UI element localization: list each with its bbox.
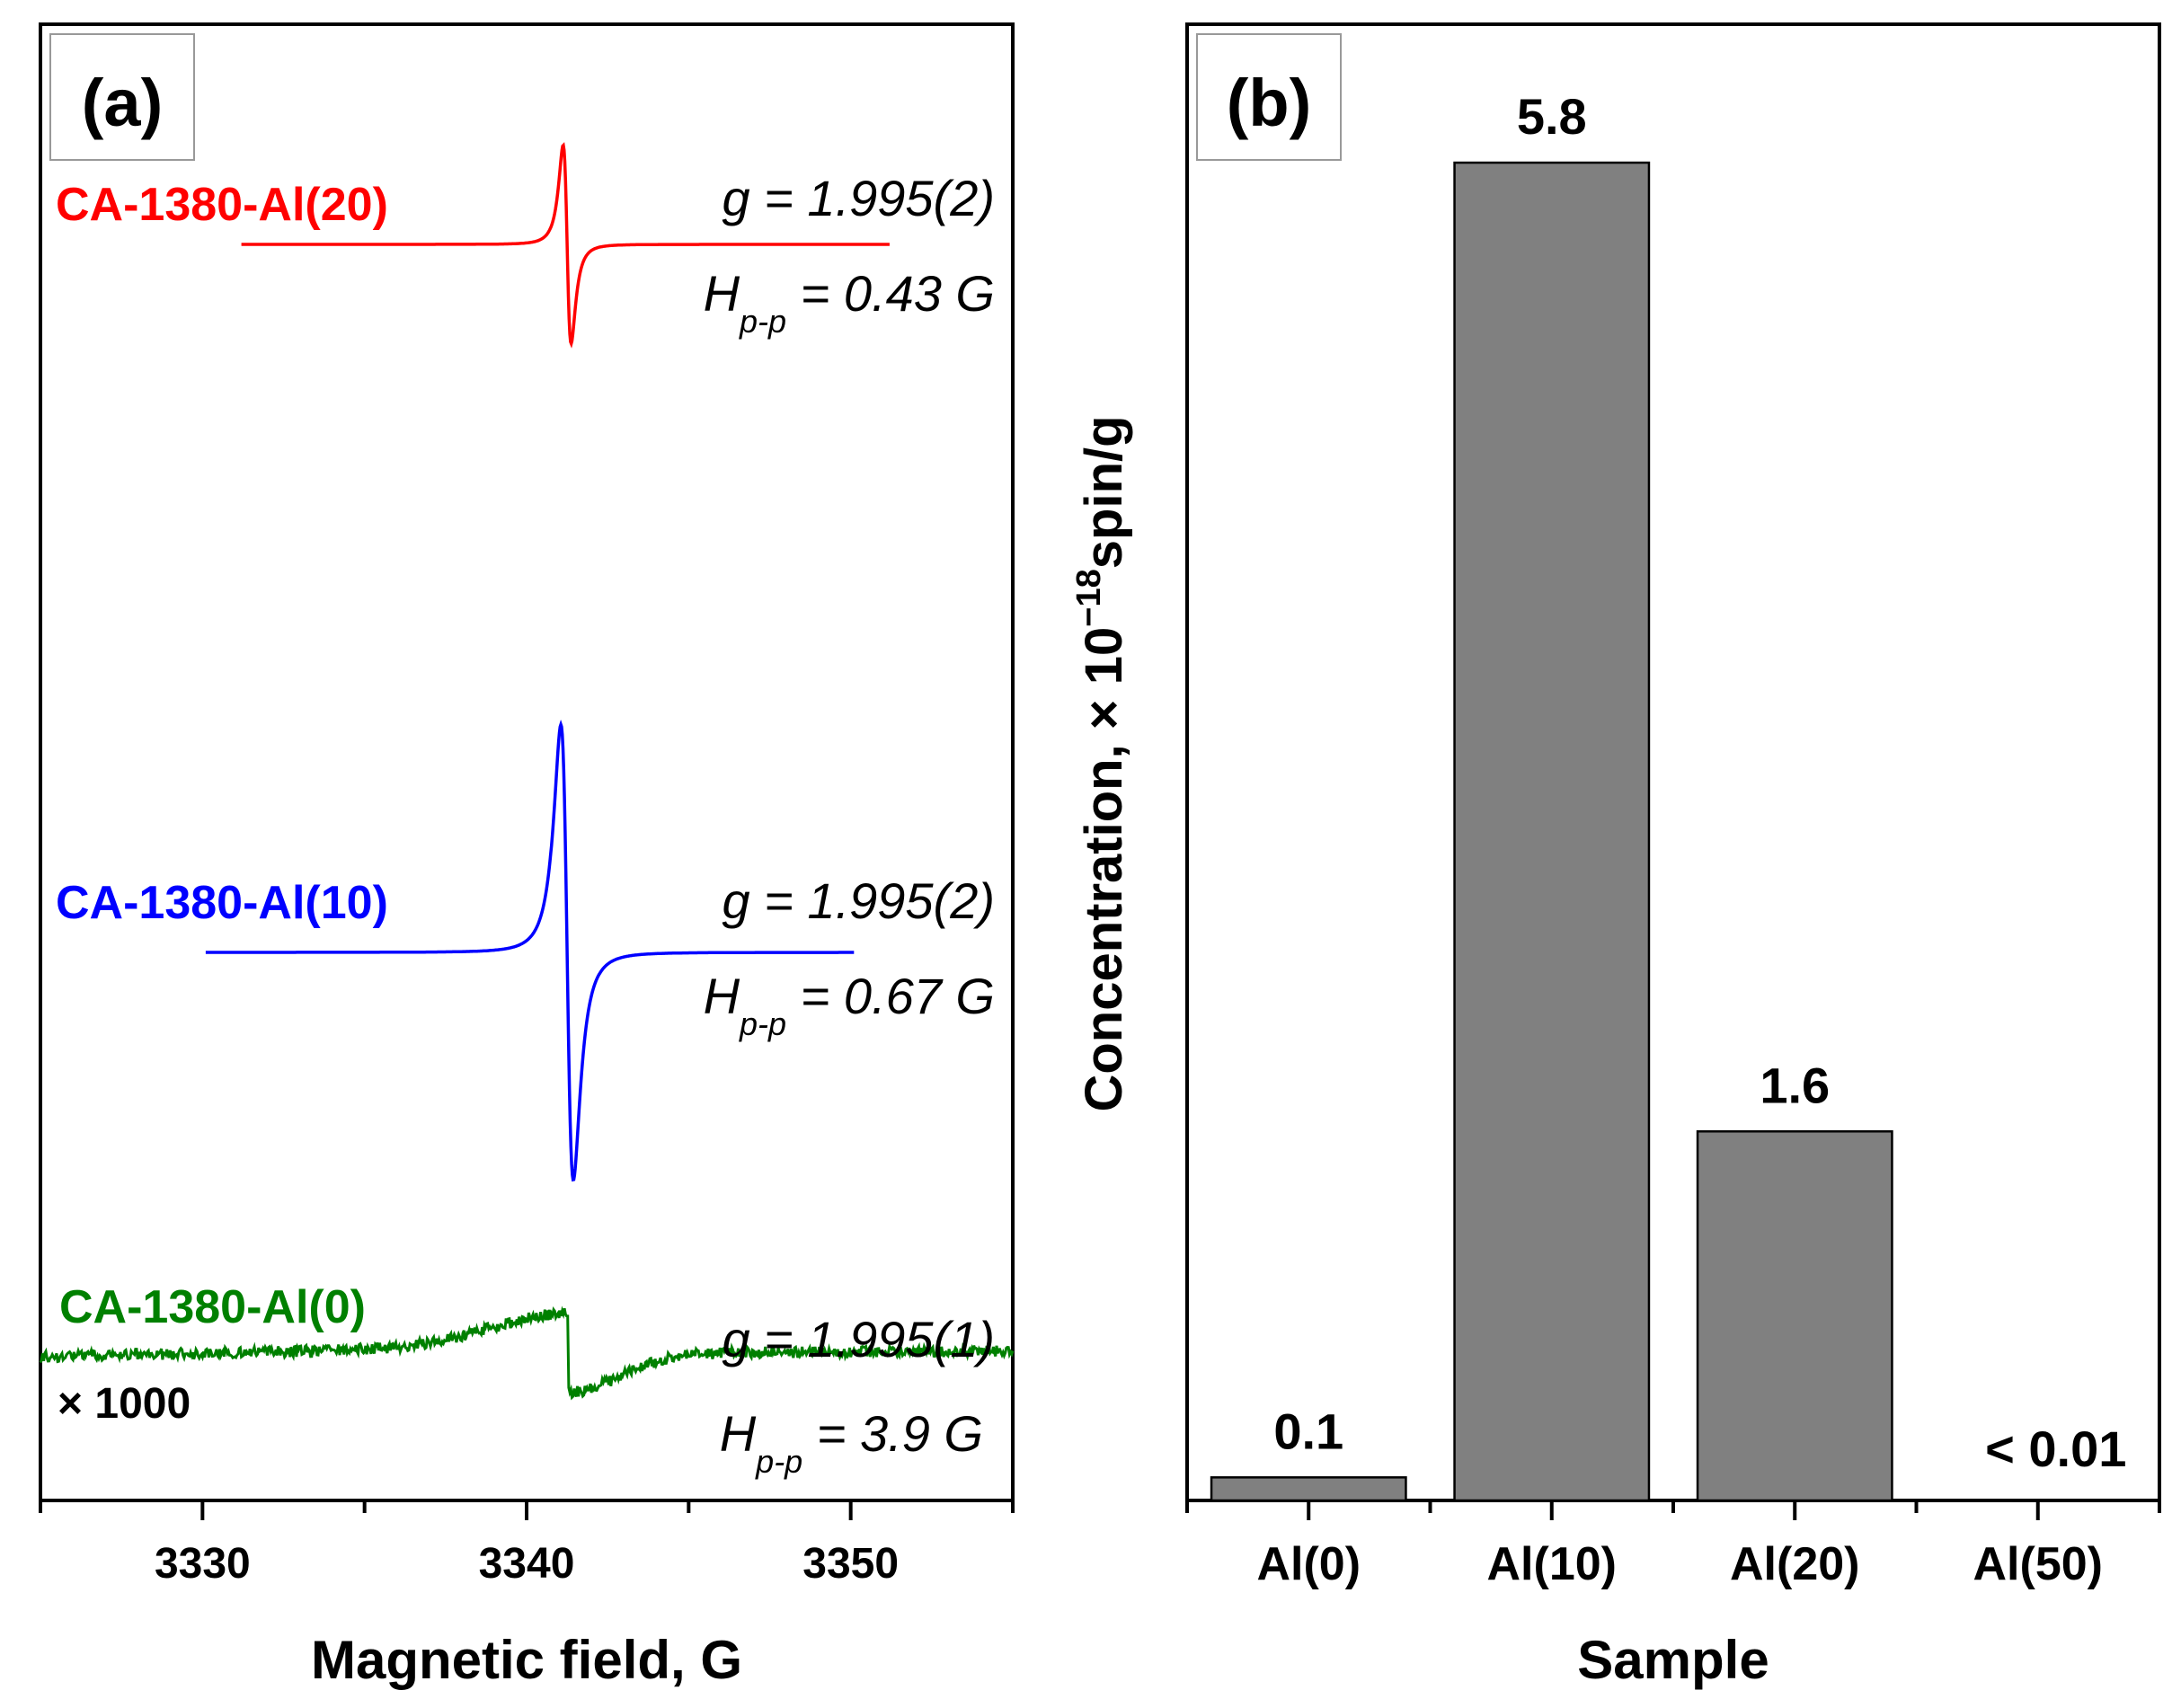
panel-b-label: (b)	[1227, 66, 1312, 140]
g-value-al10: g = 1.995(2)	[722, 872, 995, 929]
linewidth-al20: Hp-p = 0.43 G	[704, 265, 995, 340]
panel-a-label: (a)	[82, 66, 163, 140]
linewidth-al0: Hp-p = 3.9 G	[720, 1405, 983, 1480]
x-tick-label: Al(10)	[1487, 1538, 1617, 1590]
panel-b-x-axis: Al(0) Al(10) Al(20) Al(50)	[1185, 1500, 2161, 1590]
x-tick-label: 3340	[479, 1540, 575, 1588]
panel-b-x-axis-title: Sample	[1577, 1630, 1769, 1690]
panel-b-frame	[1185, 22, 2161, 1502]
spectrum-line	[241, 142, 890, 349]
x-tick-label: Al(0)	[1256, 1538, 1361, 1590]
x-tick-label: Al(50)	[1973, 1538, 2103, 1590]
bar-value-label: < 0.01	[1985, 1420, 2126, 1477]
bar-value-label: 5.8	[1517, 88, 1587, 145]
series-label-al0: CA-1380-Al(0)	[59, 1281, 366, 1333]
panel-b-label-box	[1196, 33, 1342, 161]
panel-a-epr-spectra: (a) 3330 3340 3350 CA-1380-Al(20) CA-1380-…	[39, 22, 1015, 1690]
x-tick-label: Al(20)	[1730, 1538, 1859, 1590]
bar	[1696, 1130, 1893, 1502]
panel-a-label-box	[49, 33, 195, 161]
series-label-al10: CA-1380-Al(10)	[56, 877, 388, 929]
panel-a-curves	[39, 142, 1015, 1401]
bar	[1210, 1476, 1407, 1502]
linewidth-al10: Hp-p = 0.67 G	[704, 968, 995, 1042]
panel-b-y-axis-title: Concentration, × 10−18spin/g	[1070, 415, 1133, 1111]
series-label-al20: CA-1380-Al(20)	[56, 179, 388, 231]
spectrum-line	[39, 1305, 1015, 1401]
bar-value-label: 1.6	[1760, 1057, 1830, 1113]
x-tick-label: 3330	[155, 1540, 251, 1588]
panel-a-x-axis-title: Magnetic field, G	[311, 1630, 742, 1690]
x-tick-label: 3350	[802, 1540, 899, 1588]
panel-b-spin-concentration: (b) 0.15.81.6< 0.01 Al(0) Al(10) Al(20) Al(…	[1070, 22, 2161, 1690]
scale-factor-label: × 1000	[58, 1380, 191, 1428]
bar-value-label: 0.1	[1273, 1403, 1343, 1459]
panel-b-bars: 0.1 5.8 1.6 < 0.01	[1210, 88, 2126, 1502]
spectrum-line	[205, 719, 855, 1182]
g-value-al0: g = 1.995(1)	[722, 1311, 995, 1367]
g-value-al20: g = 1.995(2)	[722, 170, 995, 226]
panel-a-x-axis: 3330 3340 3350	[39, 1500, 1015, 1588]
bar	[1453, 161, 1651, 1502]
